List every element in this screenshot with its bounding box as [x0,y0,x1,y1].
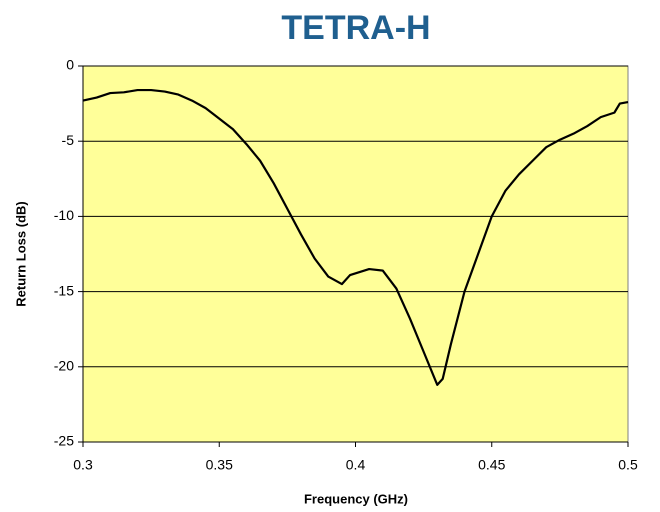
y-tick-label: -15 [54,282,74,298]
x-tick-label: 0.4 [346,457,366,473]
y-tick-label: 0 [66,57,74,73]
x-axis-label: Frequency (GHz) [304,491,408,506]
x-tick-label: 0.5 [618,457,638,473]
x-tick-label: 0.45 [478,457,505,473]
x-tick-label: 0.3 [73,457,93,473]
y-tick-label: -20 [54,358,74,374]
y-axis-label: Return Loss (dB) [13,201,28,306]
x-tick-label: 0.35 [206,457,233,473]
plot-area [82,65,629,443]
data-line [82,88,629,386]
y-tick-label: -25 [54,433,74,449]
y-tick-label: -5 [62,132,75,148]
y-tick-label: -10 [54,207,74,223]
chart-title: TETRA-H [281,9,430,47]
